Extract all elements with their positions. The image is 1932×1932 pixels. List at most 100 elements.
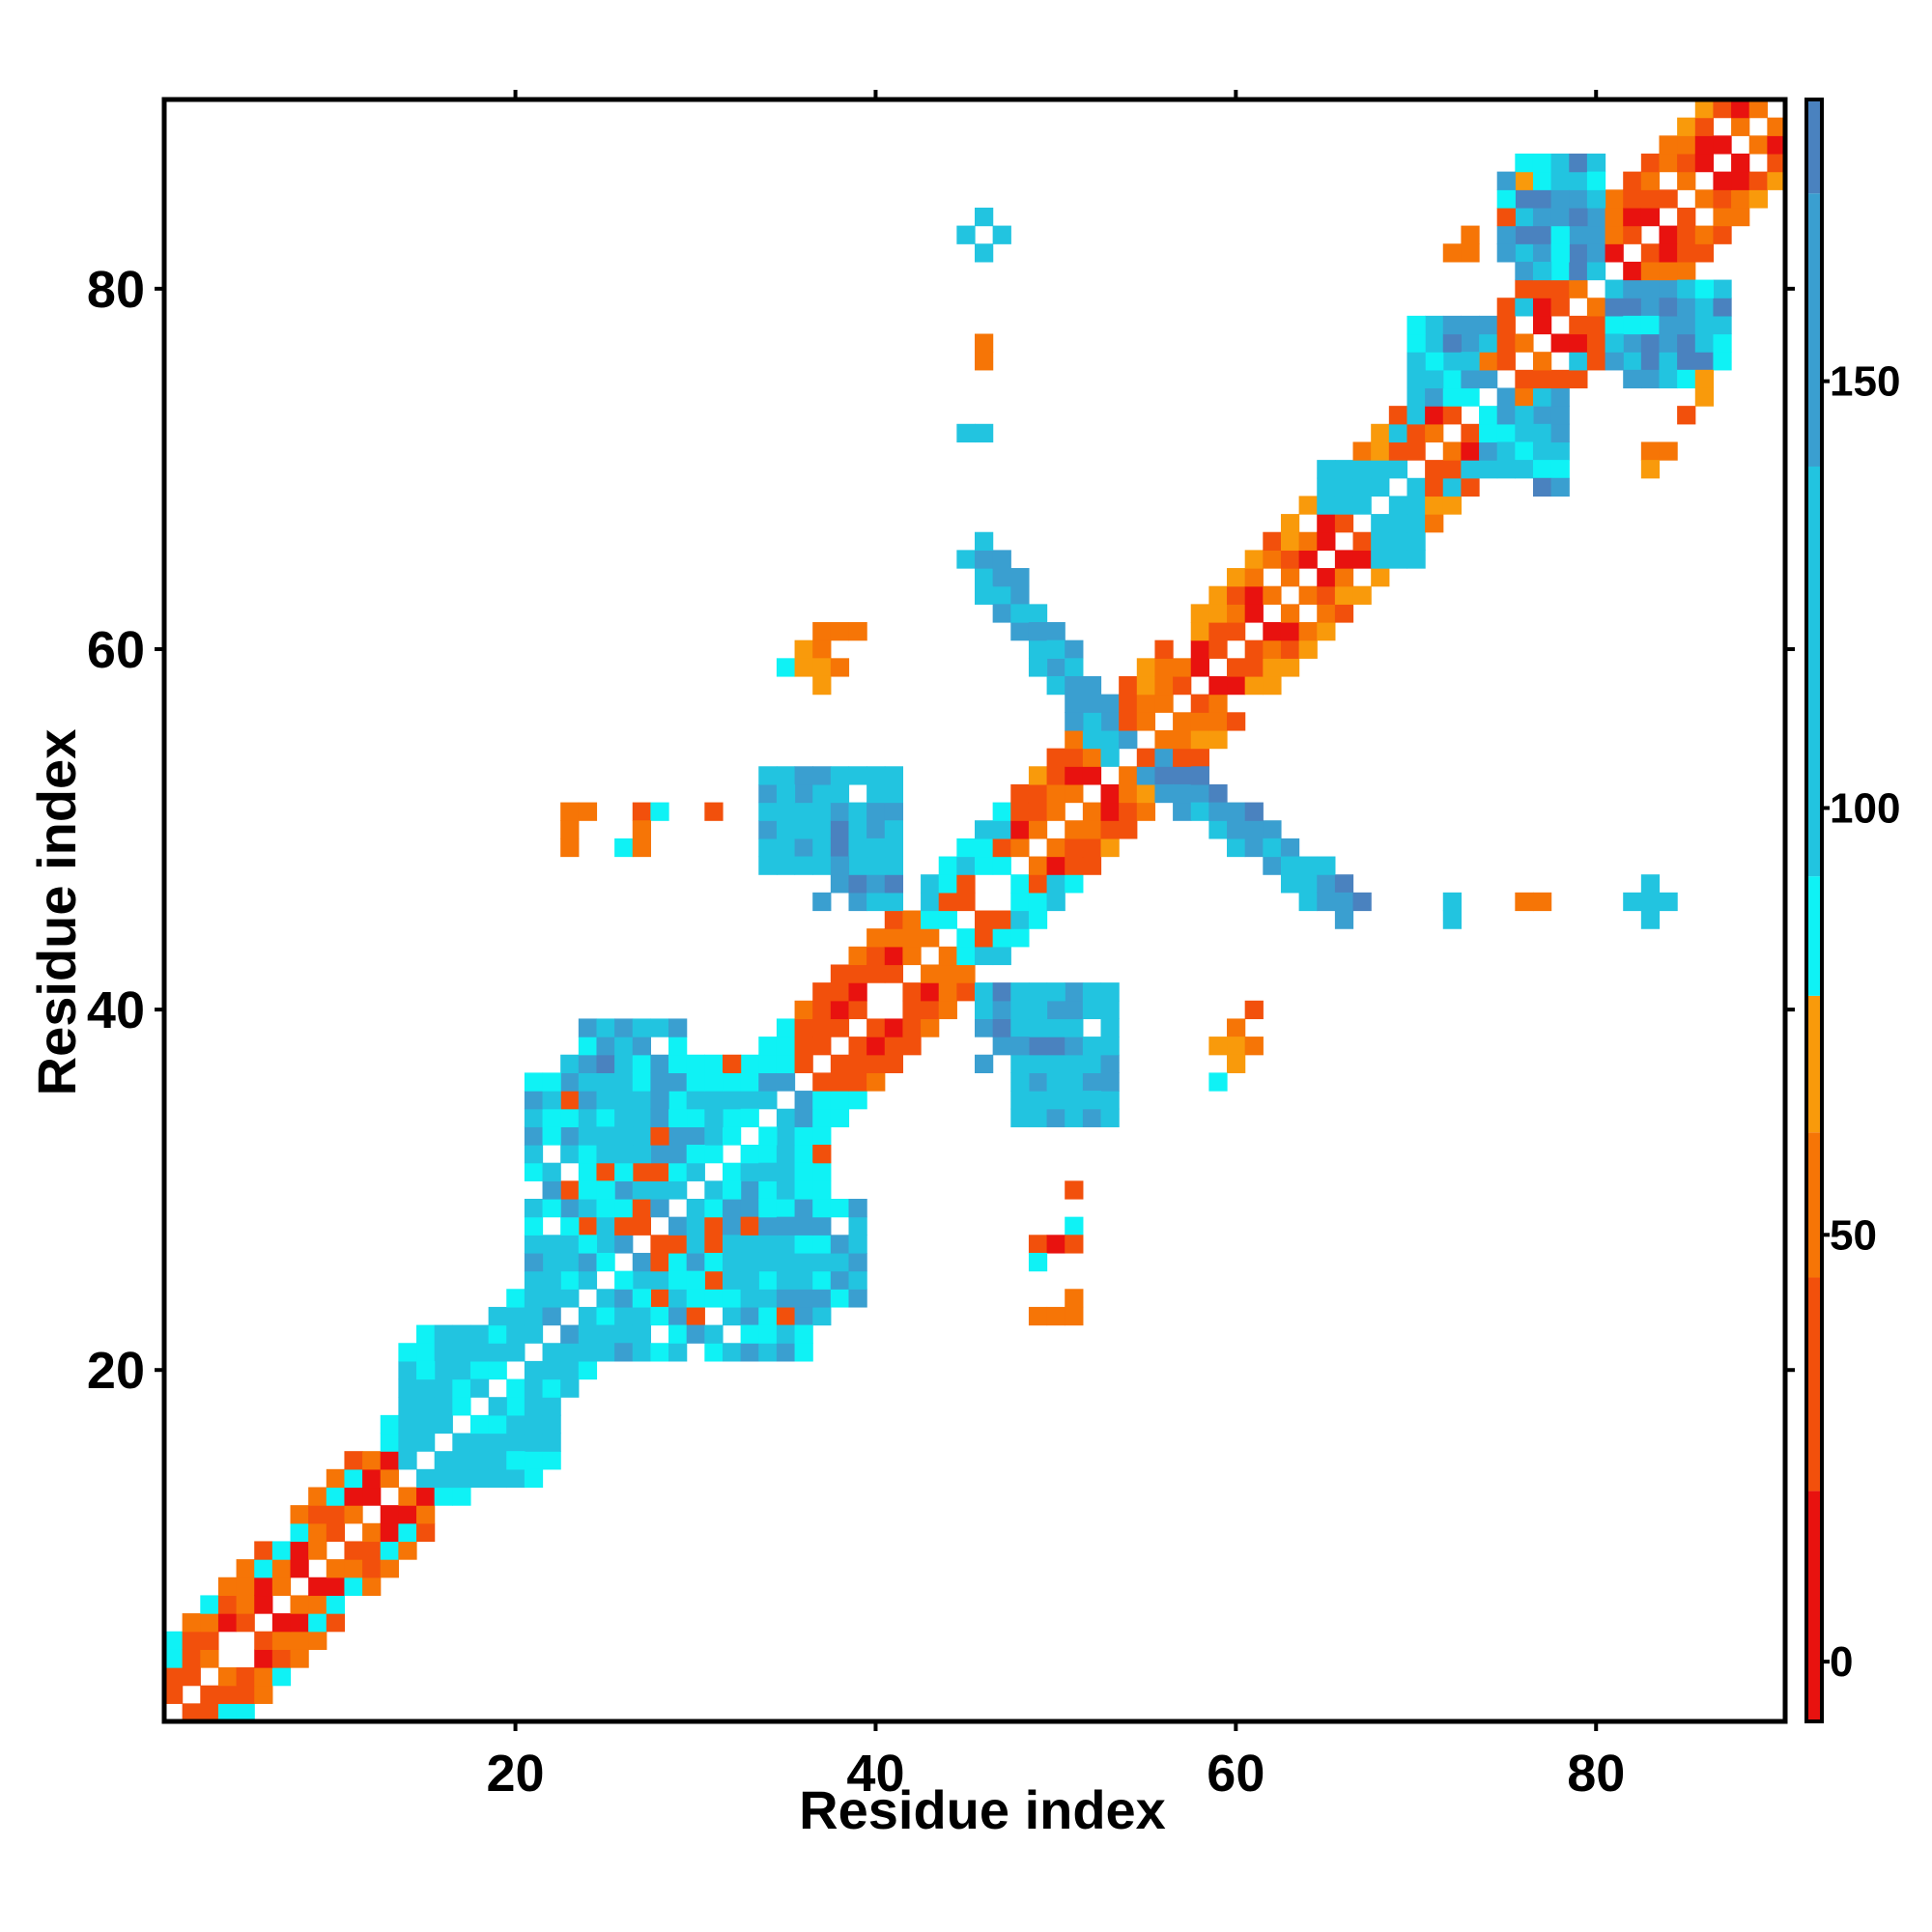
heatmap-cell bbox=[938, 874, 957, 894]
heatmap-cell bbox=[452, 1487, 471, 1506]
heatmap-cell bbox=[578, 802, 598, 821]
heatmap-cell bbox=[632, 1126, 651, 1146]
heatmap-cell bbox=[1317, 477, 1336, 497]
heatmap-cell bbox=[686, 1306, 705, 1326]
heatmap-cell bbox=[956, 423, 976, 443]
heatmap-cell bbox=[1227, 568, 1246, 587]
heatmap-cell bbox=[1532, 207, 1552, 227]
heatmap-cell bbox=[1550, 243, 1570, 263]
heatmap-cell bbox=[794, 639, 813, 659]
heatmap-cell bbox=[830, 1072, 850, 1092]
heatmap-cell bbox=[1082, 729, 1102, 750]
heatmap-cell bbox=[398, 1360, 417, 1380]
heatmap-cell bbox=[938, 1000, 957, 1020]
colorbar-segment bbox=[1806, 1491, 1822, 1721]
heatmap-cell bbox=[1515, 892, 1534, 912]
heatmap-cell bbox=[469, 1451, 490, 1470]
heatmap-cell bbox=[1767, 135, 1786, 155]
heatmap-cell bbox=[794, 1235, 813, 1254]
heatmap-cell bbox=[1280, 856, 1300, 875]
heatmap-cell bbox=[1496, 387, 1516, 407]
heatmap-cell bbox=[1586, 298, 1606, 317]
heatmap-cell bbox=[1227, 604, 1246, 623]
heatmap-cell bbox=[1208, 820, 1228, 839]
heatmap-cell bbox=[992, 550, 1011, 569]
heatmap-cell bbox=[1136, 748, 1156, 767]
heatmap-cell bbox=[488, 1451, 507, 1470]
heatmap-cell bbox=[812, 1018, 832, 1037]
heatmap-cell bbox=[1569, 333, 1588, 353]
heatmap-cell bbox=[1028, 1018, 1048, 1037]
heatmap-cell bbox=[1550, 423, 1570, 443]
heatmap-cell bbox=[578, 1252, 598, 1272]
heatmap-cell bbox=[1388, 423, 1408, 443]
heatmap-cell bbox=[1406, 333, 1426, 353]
heatmap-cell bbox=[1532, 279, 1552, 298]
heatmap-cell bbox=[1623, 189, 1642, 209]
heatmap-cell bbox=[1046, 639, 1065, 659]
heatmap-cell bbox=[1371, 477, 1390, 497]
heatmap-cell bbox=[668, 1306, 688, 1326]
heatmap-cell bbox=[1298, 892, 1318, 912]
heatmap-cell bbox=[308, 1577, 327, 1597]
heatmap-cell bbox=[992, 225, 1011, 244]
heatmap-cell bbox=[1317, 531, 1336, 551]
heatmap-cell bbox=[1046, 1000, 1065, 1020]
heatmap-cell bbox=[1532, 387, 1552, 407]
heatmap-cell bbox=[578, 1360, 598, 1380]
heatmap-cell bbox=[668, 1126, 688, 1146]
heatmap-cell bbox=[848, 802, 867, 821]
heatmap-cell bbox=[1263, 622, 1282, 641]
heatmap-cell bbox=[236, 1559, 255, 1578]
heatmap-cell bbox=[254, 1649, 273, 1668]
heatmap-cell bbox=[1082, 820, 1102, 839]
heatmap-cell bbox=[1065, 1289, 1084, 1308]
heatmap-cell bbox=[1244, 1037, 1264, 1056]
heatmap-cell bbox=[1208, 783, 1228, 804]
heatmap-cell bbox=[1280, 550, 1300, 569]
heatmap-cell bbox=[704, 1180, 724, 1200]
heatmap-cell bbox=[1677, 298, 1696, 317]
x-tick-label: 60 bbox=[1207, 1745, 1264, 1803]
heatmap-cell bbox=[1605, 352, 1624, 371]
heatmap-cell bbox=[1010, 892, 1030, 912]
heatmap-cell bbox=[1515, 153, 1534, 173]
heatmap-cell bbox=[1028, 1306, 1048, 1326]
heatmap-cell bbox=[1082, 1000, 1102, 1020]
heatmap-cell bbox=[1640, 441, 1661, 461]
heatmap-cell bbox=[650, 1162, 669, 1181]
heatmap-cell bbox=[344, 1487, 363, 1506]
heatmap-cell bbox=[614, 1162, 634, 1181]
heatmap-cell bbox=[1100, 1037, 1120, 1056]
heatmap-cell bbox=[632, 1037, 651, 1056]
heatmap-cell bbox=[217, 1685, 238, 1704]
heatmap-cell bbox=[1190, 802, 1209, 821]
heatmap-cell bbox=[1713, 99, 1732, 119]
heatmap-cell bbox=[1640, 910, 1661, 929]
heatmap-cell bbox=[524, 1289, 544, 1308]
heatmap-cell bbox=[578, 1108, 598, 1127]
heatmap-cell bbox=[1659, 315, 1678, 335]
heatmap-cell bbox=[794, 1018, 813, 1037]
heatmap-cell bbox=[1731, 153, 1750, 173]
heatmap-cell bbox=[812, 1091, 832, 1110]
heatmap-cell bbox=[434, 1324, 453, 1344]
heatmap-cell bbox=[1425, 460, 1444, 479]
heatmap-cell bbox=[469, 1378, 490, 1398]
heatmap-cell bbox=[560, 1235, 580, 1254]
heatmap-cell bbox=[524, 1414, 544, 1435]
heatmap-cell bbox=[921, 1018, 940, 1037]
heatmap-cell bbox=[326, 1522, 346, 1543]
heatmap-cell bbox=[992, 910, 1011, 929]
heatmap-cell bbox=[1713, 315, 1732, 335]
heatmap-cell bbox=[812, 1289, 832, 1308]
heatmap-cell bbox=[776, 1126, 796, 1146]
heatmap-cell bbox=[1227, 820, 1246, 839]
heatmap-cell bbox=[542, 1360, 561, 1380]
heatmap-cell bbox=[830, 1252, 850, 1272]
heatmap-cell bbox=[722, 1306, 742, 1326]
heatmap-cell bbox=[632, 820, 651, 839]
heatmap-cell bbox=[560, 1252, 580, 1272]
heatmap-cell bbox=[975, 1000, 994, 1020]
heatmap-cell bbox=[1065, 658, 1084, 677]
